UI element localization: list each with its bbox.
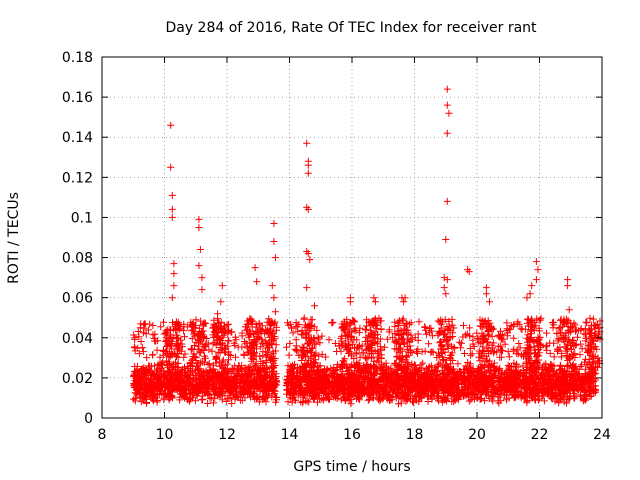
- y-tick-label: 0.08: [62, 251, 93, 267]
- y-tick-label: 0.14: [62, 130, 93, 146]
- axis-ticks: 8 10 12 14 16 18 20 22 24 0 0.02 0.04 0.06 0.08 0.1 0.1…: [62, 50, 611, 443]
- y-tick-label: 0.1: [71, 210, 93, 226]
- y-axis-label: ROTI / TECUs: [6, 192, 22, 284]
- x-tick-label: 24: [593, 427, 611, 443]
- y-tick-label: 0.18: [62, 50, 93, 66]
- y-tick-label: 0.12: [62, 170, 93, 186]
- y-tick-label: 0: [84, 411, 93, 427]
- roti-scatter-points: [130, 85, 604, 408]
- x-tick-label: 20: [468, 427, 486, 443]
- x-tick-label: 12: [218, 427, 236, 443]
- x-tick-label: 10: [156, 427, 174, 443]
- grid-lines: [102, 57, 602, 418]
- y-tick-label: 0.16: [62, 90, 93, 106]
- y-tick-label: 0.02: [62, 371, 93, 387]
- x-tick-label: 14: [281, 427, 299, 443]
- data-points: [130, 85, 604, 408]
- chart-title: Day 284 of 2016, Rate Of TEC Index for r…: [165, 20, 537, 36]
- x-axis-label: GPS time / hours: [293, 459, 410, 475]
- x-tick-label: 16: [343, 427, 361, 443]
- x-tick-label: 18: [406, 427, 424, 443]
- x-tick-label: 8: [98, 427, 107, 443]
- x-tick-label: 22: [531, 427, 549, 443]
- y-tick-label: 0.06: [62, 291, 93, 307]
- y-tick-label: 0.04: [62, 331, 93, 347]
